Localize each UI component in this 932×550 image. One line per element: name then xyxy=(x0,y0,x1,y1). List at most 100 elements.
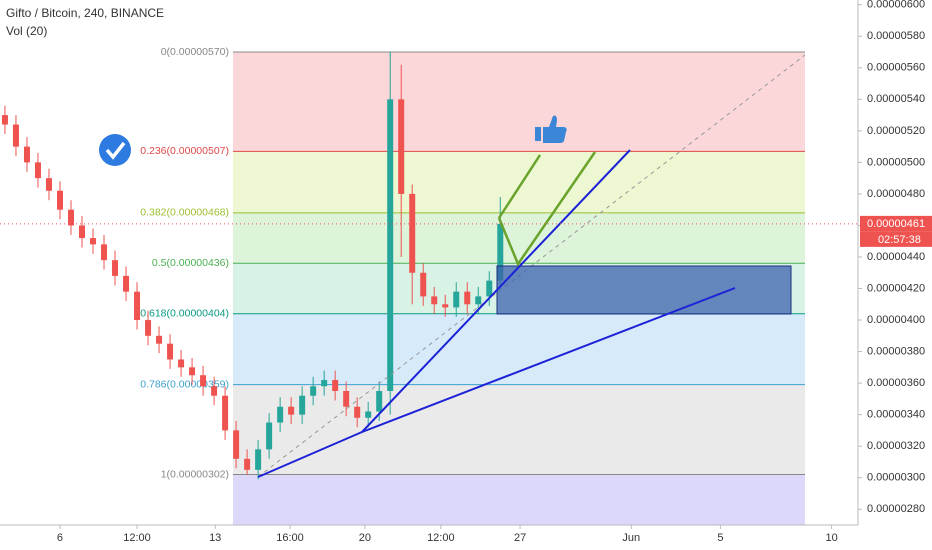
y-tick-label: 0.00000600 xyxy=(867,0,925,11)
candle-body xyxy=(67,209,74,226)
candle-body xyxy=(90,238,97,245)
candle-body xyxy=(178,359,185,368)
candle-body xyxy=(475,296,482,305)
countdown-tag xyxy=(860,231,932,247)
y-tick-label: 0.00000340 xyxy=(867,409,925,421)
y-tick-label: 0.00000520 xyxy=(867,125,925,137)
y-tick-label: 0.00000300 xyxy=(867,472,925,484)
x-tick-label: 12:00 xyxy=(123,532,151,544)
x-tick-label: 12:00 xyxy=(427,532,455,544)
fib-label: 0.382(0.00000468) xyxy=(140,207,229,219)
y-tick-label: 0.00000440 xyxy=(867,251,925,263)
candle-body xyxy=(497,223,504,281)
x-tick-label: 10 xyxy=(825,532,837,544)
fib-label: 0.5(0.00000436) xyxy=(152,257,229,269)
candle-body xyxy=(321,379,328,387)
candle-body xyxy=(189,367,196,376)
y-tick-label: 0.00000540 xyxy=(867,93,925,105)
candle-body xyxy=(299,395,306,415)
y-tick-label: 0.00000500 xyxy=(867,156,925,168)
candle-body xyxy=(288,406,295,415)
candle-body xyxy=(354,406,361,418)
thumbs-up-icon xyxy=(535,115,567,143)
candle-body xyxy=(56,190,63,210)
x-tick-label: 5 xyxy=(717,532,723,544)
candle-body xyxy=(255,449,262,470)
y-tick-label: 0.00000560 xyxy=(867,62,925,74)
y-tick-label: 0.00000280 xyxy=(867,503,925,515)
price-label: 0.00000461 xyxy=(867,218,925,230)
y-tick-label: 0.00000480 xyxy=(867,188,925,200)
candle-body xyxy=(266,422,273,450)
box xyxy=(496,265,792,315)
candle-body xyxy=(453,291,460,308)
candle-body xyxy=(1,115,8,125)
candle-body xyxy=(244,458,251,470)
candle-body xyxy=(398,99,405,194)
drawings xyxy=(99,54,806,478)
candle-body xyxy=(464,291,471,305)
fib-band xyxy=(233,384,805,475)
check-icon xyxy=(99,134,131,166)
candle-body xyxy=(112,260,119,276)
x-tick-label: 20 xyxy=(359,532,371,544)
projection xyxy=(497,151,597,267)
candle-body xyxy=(343,390,350,407)
fib-band xyxy=(233,212,805,264)
chart-title: Gifto / Bitcoin, 240, BINANCE xyxy=(6,6,164,20)
candle-body xyxy=(200,375,207,387)
fib-band xyxy=(233,151,805,213)
fib-label: 1(0.00000302) xyxy=(161,468,229,480)
candle-body xyxy=(145,320,152,336)
candle-body xyxy=(222,395,229,431)
x-tick-label: 13 xyxy=(209,532,221,544)
y-tick-label: 0.00000320 xyxy=(867,440,925,452)
candle-body xyxy=(310,386,317,396)
candle-body xyxy=(365,411,372,418)
fib-label: 0.618(0.00000404) xyxy=(140,308,229,320)
candle-body xyxy=(233,430,240,459)
y-tick-label: 0.00000360 xyxy=(867,377,925,389)
fib-label: 0.236(0.00000507) xyxy=(140,145,229,157)
candle-body xyxy=(156,335,163,344)
x-tick-label: 6 xyxy=(57,532,63,544)
price-tag xyxy=(860,215,932,232)
fib-label: 0(0.00000570) xyxy=(161,46,229,58)
y-tick-label: 0.00000380 xyxy=(867,345,925,357)
candle-body xyxy=(134,291,141,321)
candle-body xyxy=(123,275,130,292)
candle-body xyxy=(409,193,416,273)
candle-body xyxy=(387,99,394,391)
candle-body xyxy=(332,379,339,391)
y-tick-label: 0.00000400 xyxy=(867,314,925,326)
candle-body xyxy=(277,406,284,423)
candle-body xyxy=(420,272,427,297)
x-tick-label: 16:00 xyxy=(276,532,304,544)
candle-body xyxy=(211,386,218,396)
candle-body xyxy=(12,124,19,147)
y-tick-label: 0.00000420 xyxy=(867,282,925,294)
check-mark xyxy=(105,141,126,160)
candle-body xyxy=(101,244,108,261)
x-tick-label: Jun xyxy=(622,532,640,544)
projection xyxy=(497,154,542,219)
fib-band xyxy=(233,52,805,152)
x-tick-label: 27 xyxy=(514,532,526,544)
candle-body xyxy=(376,390,383,412)
trend-line xyxy=(361,149,631,433)
fib-label: 0.786(0.00000359) xyxy=(140,378,229,390)
subtitle: Vol (20) xyxy=(6,24,47,38)
countdown: 02:57:38 xyxy=(878,234,921,246)
candle-body xyxy=(431,296,438,305)
candle-body xyxy=(167,343,174,360)
candle-body xyxy=(442,304,449,308)
fib-retracement: 0(0.00000570) 0.236(0.00000507) 0.382(0.00… xyxy=(140,46,805,525)
candle-body xyxy=(79,225,86,239)
fib-band xyxy=(233,474,805,525)
candles xyxy=(1,52,504,480)
candle-body xyxy=(486,280,493,297)
fib-band xyxy=(233,313,805,385)
candle-body xyxy=(34,162,41,179)
y-tick-label: 0.00000580 xyxy=(867,30,925,42)
